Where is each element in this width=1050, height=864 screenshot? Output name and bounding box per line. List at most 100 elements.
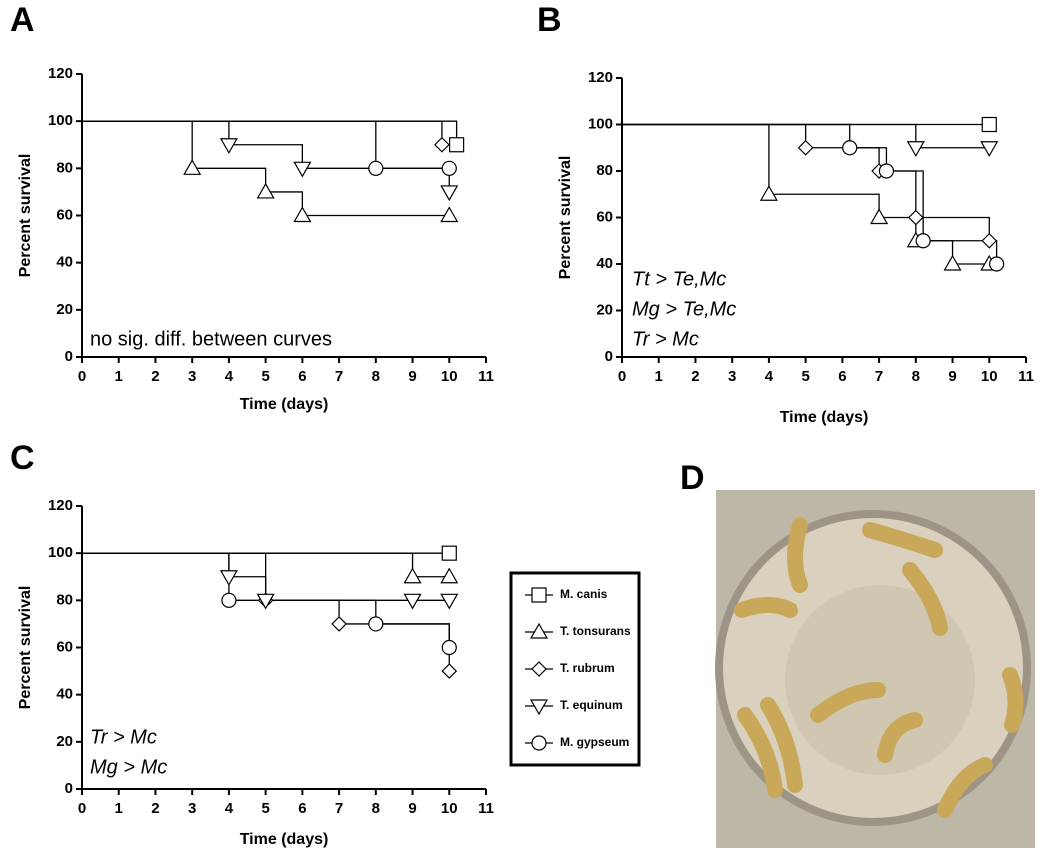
x-tick-label: 8 xyxy=(912,368,920,385)
marker xyxy=(440,206,459,223)
dish-center xyxy=(785,585,975,775)
marker xyxy=(219,570,238,586)
annotation: Mg > Te,Mc xyxy=(632,298,736,320)
x-tick-label: 10 xyxy=(981,368,998,385)
y-tick-label: 0 xyxy=(65,780,73,797)
y-tick-label: 80 xyxy=(56,591,73,608)
x-tick-label: 11 xyxy=(478,368,494,385)
marker xyxy=(943,254,962,271)
x-tick-label: 3 xyxy=(728,368,736,385)
legend: M. canis T. tonsurans T. rubrum T. equinum M… xyxy=(509,571,641,767)
x-tick-label: 1 xyxy=(655,368,663,385)
legend-label: M. gypseum xyxy=(560,735,629,749)
marker xyxy=(797,139,814,156)
survival-curve xyxy=(82,120,443,145)
x-tick-label: 0 xyxy=(618,368,626,385)
marker xyxy=(403,567,422,584)
marker xyxy=(440,593,459,610)
annotation: no sig. diff. between curves xyxy=(90,328,332,350)
marker xyxy=(440,567,459,584)
x-axis-title: Time (days) xyxy=(240,831,329,848)
x-tick-label: 4 xyxy=(225,800,234,817)
marker xyxy=(441,639,457,656)
marker xyxy=(531,735,547,751)
x-tick-label: 3 xyxy=(188,368,196,385)
legend-label: T. tonsurans xyxy=(560,624,631,638)
marker xyxy=(980,141,999,157)
marker xyxy=(870,208,889,225)
y-tick-label: 60 xyxy=(56,638,73,655)
marker xyxy=(368,616,384,632)
y-tick-label: 100 xyxy=(48,112,73,129)
y-tick-label: 0 xyxy=(65,348,73,365)
annotation: Mg > Mc xyxy=(90,756,167,778)
panel-label: D xyxy=(680,459,705,497)
larvae xyxy=(734,517,1024,818)
x-tick-label: 0 xyxy=(78,368,86,385)
y-tick-label: 80 xyxy=(596,162,613,179)
survival-curve xyxy=(622,123,990,265)
marker xyxy=(907,209,924,226)
x-tick-label: 7 xyxy=(335,800,343,817)
x-tick-label: 7 xyxy=(335,368,343,385)
marker xyxy=(256,593,275,610)
marker xyxy=(403,593,422,610)
y-axis-title: Percent survival xyxy=(17,586,34,710)
y-tick-label: 80 xyxy=(56,159,73,176)
x-tick-label: 7 xyxy=(875,368,883,385)
marker xyxy=(183,159,202,175)
marker xyxy=(219,138,238,154)
legend-label: M. canis xyxy=(560,587,608,601)
marker xyxy=(981,232,998,249)
marker xyxy=(256,182,275,199)
photo: D xyxy=(680,459,1035,848)
x-tick-label: 5 xyxy=(261,800,269,817)
survival-curve xyxy=(82,120,458,145)
marker xyxy=(440,185,459,202)
x-tick-label: 2 xyxy=(151,800,159,817)
x-axis-title: Time (days) xyxy=(780,409,869,426)
y-tick-label: 20 xyxy=(56,301,73,318)
x-tick-label: 9 xyxy=(408,368,416,385)
y-tick-label: 40 xyxy=(56,254,73,271)
legend-label: T. rubrum xyxy=(560,661,615,675)
legend-label: T. equinum xyxy=(560,698,623,712)
x-tick-label: 11 xyxy=(478,800,494,817)
y-tick-label: 20 xyxy=(56,733,73,750)
marker xyxy=(529,699,549,716)
annotation: Tt > Te,Mc xyxy=(632,268,726,290)
y-tick-label: 120 xyxy=(48,497,73,514)
marker xyxy=(989,256,1005,272)
marker xyxy=(441,545,457,561)
y-tick-label: 40 xyxy=(596,255,613,272)
y-tick-label: 60 xyxy=(56,206,73,223)
x-tick-label: 6 xyxy=(298,368,306,385)
marker xyxy=(906,141,925,157)
x-tick-label: 5 xyxy=(261,368,269,385)
y-tick-label: 120 xyxy=(48,65,73,82)
x-tick-label: 10 xyxy=(441,368,458,385)
x-tick-label: 1 xyxy=(115,800,123,817)
panel-label: A xyxy=(10,1,35,39)
survival-curve xyxy=(82,552,450,672)
y-axis-title: Percent survival xyxy=(557,156,574,280)
marker xyxy=(531,587,547,603)
panel-label: C xyxy=(10,439,35,477)
x-tick-label: 2 xyxy=(151,368,159,385)
annotation: Tr > Mc xyxy=(632,328,699,350)
chart: B 0 20 40 60 80 100 120 0 1 2 3 4 5 6 7 8 9 10 11 Time (days… xyxy=(537,1,1034,426)
y-axis-title: Percent survival xyxy=(17,154,34,278)
annotation: Tr > Mc xyxy=(90,726,157,748)
marker xyxy=(221,592,237,608)
marker xyxy=(293,206,312,223)
x-tick-label: 11 xyxy=(1018,368,1034,385)
survival-curve xyxy=(82,120,450,169)
survival-curve xyxy=(82,552,450,648)
x-tick-label: 3 xyxy=(188,800,196,817)
x-tick-label: 4 xyxy=(765,368,774,385)
x-tick-label: 8 xyxy=(372,368,380,385)
x-tick-label: 8 xyxy=(372,800,380,817)
x-tick-label: 6 xyxy=(838,368,846,385)
panel-label: B xyxy=(537,1,562,39)
